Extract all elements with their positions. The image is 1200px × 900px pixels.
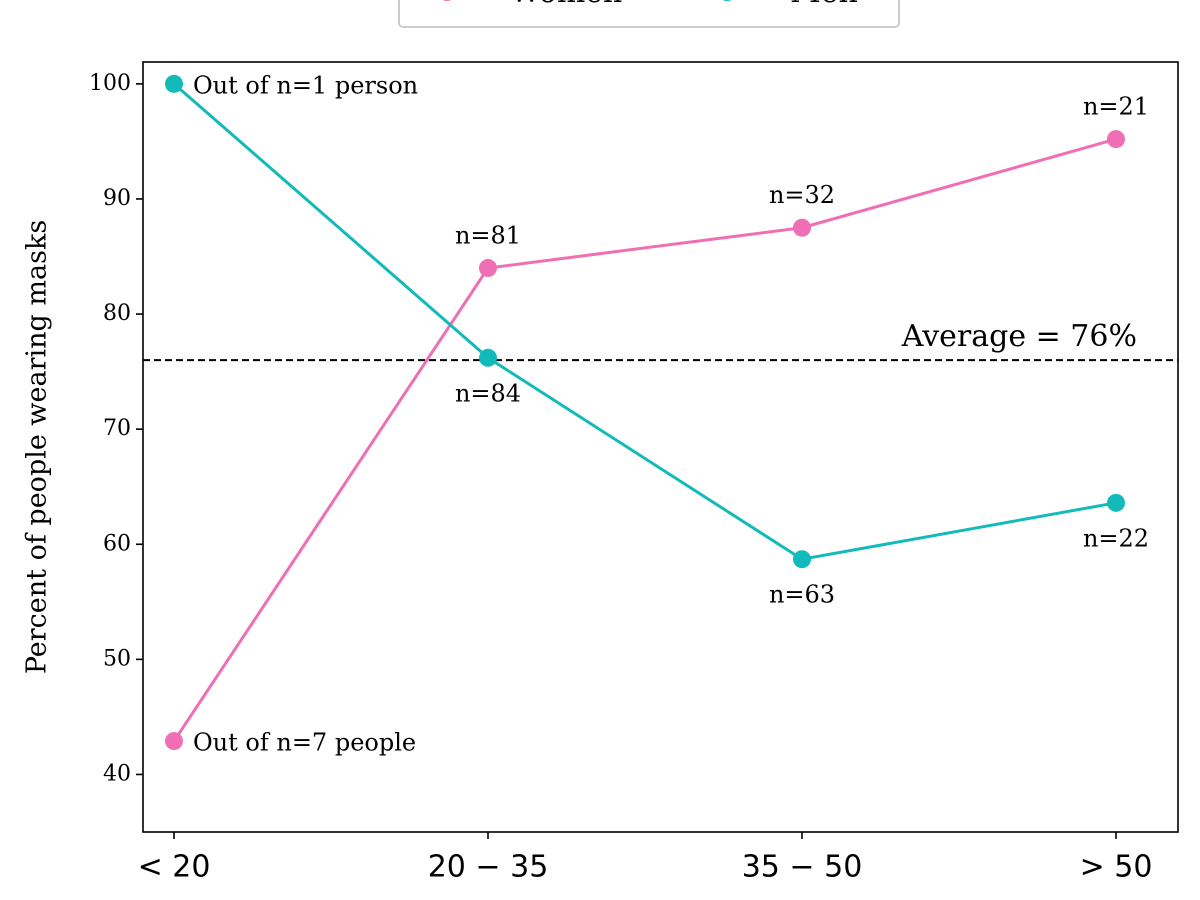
data-point [793, 550, 811, 569]
legend-label: Men [790, 0, 858, 10]
point-label: n=63 [769, 581, 835, 609]
point-label: n=22 [1083, 524, 1149, 552]
point-label: n=32 [769, 181, 835, 209]
data-point [1107, 493, 1125, 512]
y-tick-label: 80 [103, 301, 131, 326]
x-tick-label: 20 − 35 [428, 850, 549, 885]
point-label: n=84 [455, 379, 521, 407]
y-axis-label: Percent of people wearing masks [22, 220, 53, 674]
y-tick-label: 40 [103, 761, 131, 786]
series-line [172, 137, 1117, 742]
x-tick-label: < 20 [138, 850, 211, 885]
y-tick-label: 100 [89, 71, 131, 96]
point-label: Out of n=1 person [193, 71, 418, 99]
point-label: n=81 [455, 222, 521, 250]
legend-box [398, 0, 900, 28]
y-tick-label: 60 [103, 531, 131, 556]
x-tick-label: 35 − 50 [742, 850, 863, 885]
x-tick-label: > 50 [1080, 850, 1153, 885]
series-line [173, 82, 1117, 561]
reference-label: Average = 76% [901, 319, 1137, 354]
y-tick-label: 50 [103, 646, 131, 671]
data-point [165, 74, 183, 93]
plot-frame [142, 61, 1179, 833]
y-tick-label: 70 [103, 416, 131, 441]
data-point [479, 348, 497, 367]
y-tick-label: 90 [103, 186, 131, 211]
legend-label: Women [510, 0, 622, 10]
data-point [479, 259, 497, 278]
data-point [1107, 130, 1125, 149]
data-point [793, 218, 811, 237]
legend-marker [442, 0, 452, 1]
data-point [165, 732, 183, 751]
legend-marker [722, 0, 732, 1]
point-label: Out of n=7 people [193, 729, 416, 757]
point-label: n=21 [1083, 93, 1149, 121]
